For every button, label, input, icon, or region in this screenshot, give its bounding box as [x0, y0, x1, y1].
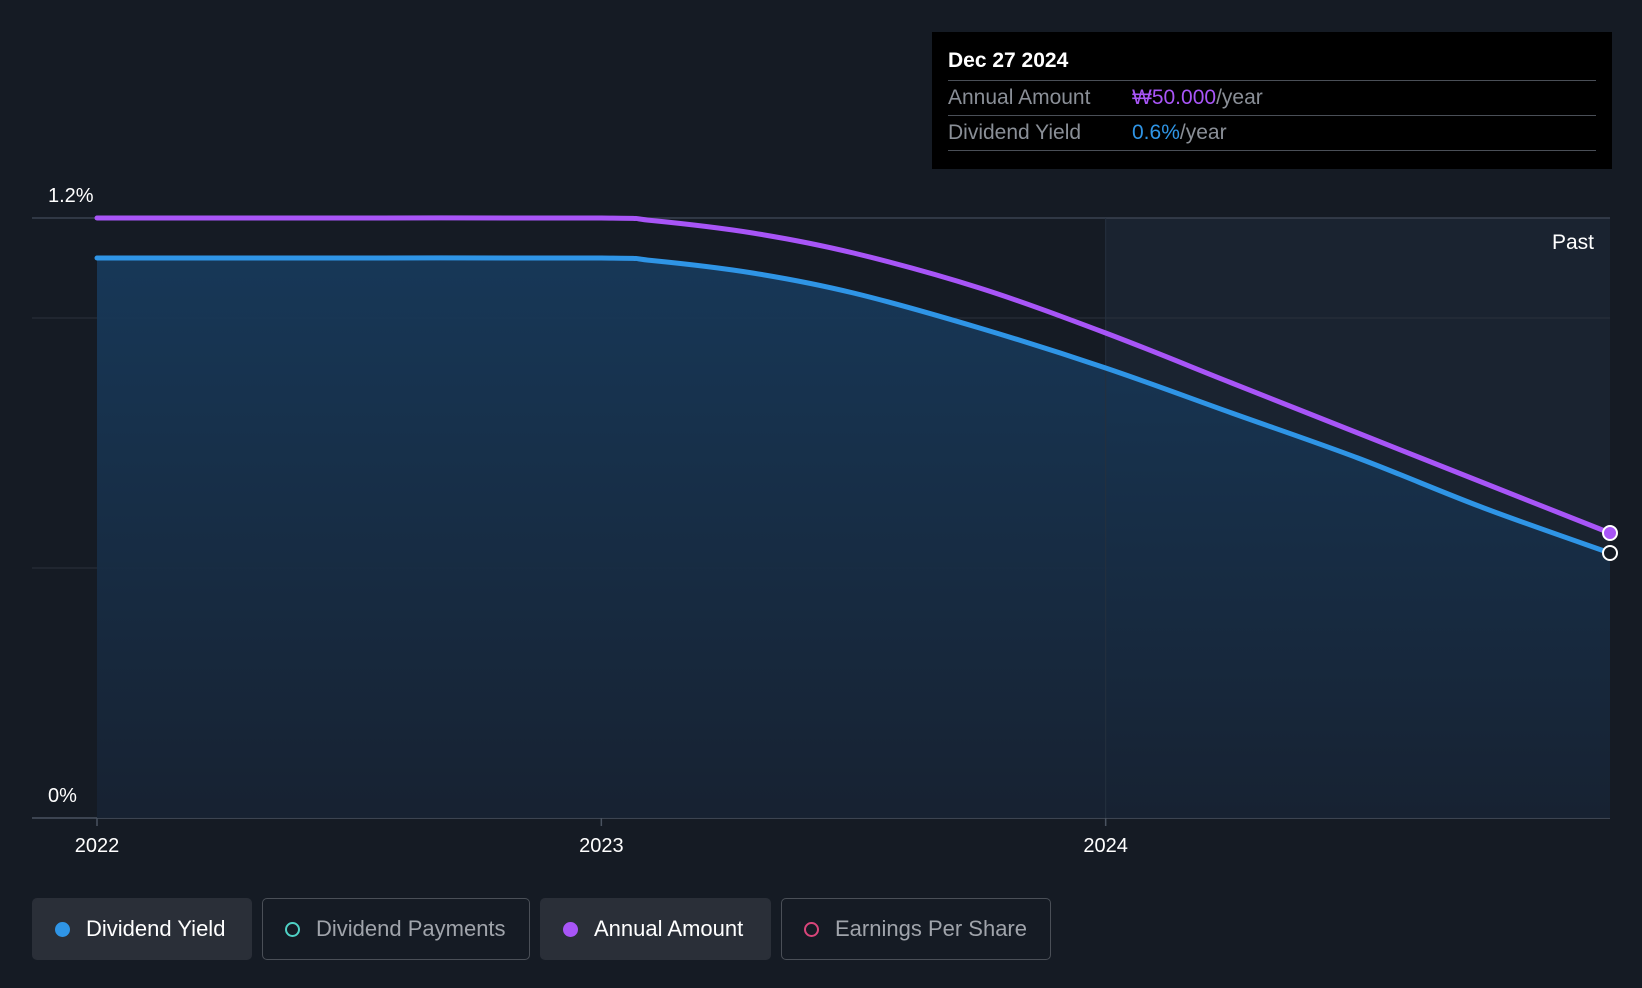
- legend-item-dividend-payments[interactable]: Dividend Payments: [262, 898, 530, 960]
- y-tick-label-max: 1.2%: [48, 185, 94, 207]
- tooltip-value: ₩50.000: [1132, 86, 1217, 109]
- legend-item-annual-amount[interactable]: Annual Amount: [540, 898, 771, 960]
- tooltip-unit: /year: [1179, 121, 1227, 144]
- annual-amount-end-marker[interactable]: [1602, 525, 1618, 541]
- legend-item-dividend-yield[interactable]: Dividend Yield: [32, 898, 252, 960]
- dividend-yield-line[interactable]: [94, 255, 1613, 556]
- ring-icon: [804, 921, 819, 937]
- x-tick-label: 2022: [75, 835, 120, 857]
- legend-label: Annual Amount: [594, 916, 744, 941]
- legend: Dividend Yield Dividend Payments Annual …: [32, 898, 1051, 960]
- legend-item-earnings-per-share[interactable]: Earnings Per Share: [781, 898, 1051, 960]
- x-tick-label: 2023: [579, 835, 624, 857]
- x-axis-ticks: 2022 2023 2024: [75, 818, 1128, 857]
- past-label: Past: [1552, 231, 1594, 254]
- dividend-yield-area: [97, 257, 1610, 818]
- annual-amount-line[interactable]: [94, 215, 1613, 536]
- ring-icon: [285, 921, 300, 937]
- tooltip-value: 0.6%: [1132, 121, 1180, 144]
- y-tick-label-min: 0%: [48, 785, 77, 807]
- legend-label: Dividend Yield: [86, 916, 226, 941]
- tooltip-date: Dec 27 2024: [948, 46, 1596, 81]
- tooltip-label: Annual Amount: [948, 86, 1091, 109]
- tooltip: Dec 27 2024 Annual Amount ₩50.000 /year …: [932, 32, 1612, 169]
- dot-icon: [563, 921, 578, 937]
- tooltip-row-annual-amount: Annual Amount ₩50.000 /year: [948, 81, 1596, 116]
- tooltip-label: Dividend Yield: [948, 121, 1082, 144]
- legend-label: Earnings Per Share: [835, 916, 1027, 941]
- dot-icon: [55, 921, 70, 937]
- tooltip-unit: /year: [1216, 86, 1263, 109]
- dividend-yield-end-marker[interactable]: [1602, 545, 1618, 561]
- x-tick-label: 2024: [1083, 835, 1128, 857]
- tooltip-row-dividend-yield: Dividend Yield 0.6% /year: [948, 116, 1596, 151]
- legend-label: Dividend Payments: [316, 916, 506, 941]
